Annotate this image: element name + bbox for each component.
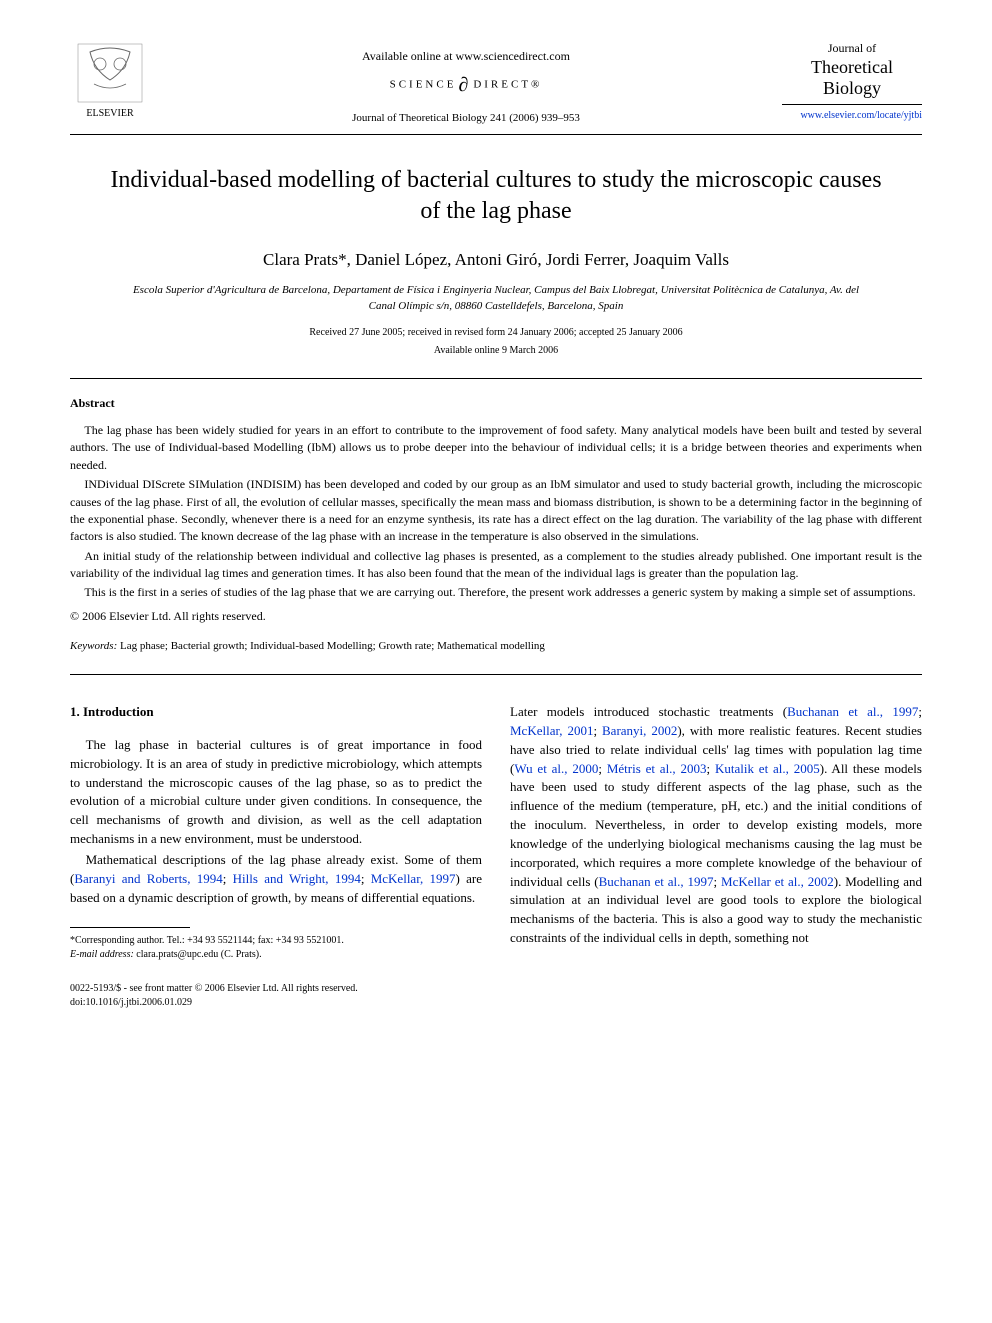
citation-link[interactable]: Buchanan et al., 1997: [787, 704, 918, 719]
email-address: clara.prats@upc.edu (C. Prats).: [134, 949, 262, 960]
citation-link[interactable]: Kutalik et al., 2005: [715, 761, 820, 776]
footer-copyright: 0022-5193/$ - see front matter © 2006 El…: [70, 982, 922, 996]
journal-name-line1: Theoretical: [782, 57, 922, 79]
citation-link[interactable]: Métris et al., 2003: [607, 761, 707, 776]
footnote-rule: [70, 927, 190, 928]
online-date: Available online 9 March 2006: [70, 344, 922, 358]
page-header: ELSEVIER Available online at www.science…: [70, 40, 922, 126]
abstract-heading: Abstract: [70, 395, 922, 412]
abstract-p1: The lag phase has been widely studied fo…: [70, 422, 922, 474]
body-columns: 1. Introduction The lag phase in bacteri…: [70, 703, 922, 962]
abstract-p2: INDividual DIScrete SIMulation (INDISIM)…: [70, 476, 922, 546]
citation-link[interactable]: Buchanan et al., 1997: [599, 874, 714, 889]
article-title: Individual-based modelling of bacterial …: [110, 165, 882, 227]
corresponding-author-note: *Corresponding author. Tel.: +34 93 5521…: [70, 934, 482, 948]
column-left: 1. Introduction The lag phase in bacteri…: [70, 703, 482, 962]
citation-link[interactable]: Wu et al., 2000: [514, 761, 598, 776]
page-footer: 0022-5193/$ - see front matter © 2006 El…: [70, 982, 922, 1010]
citation-link[interactable]: Baranyi, 2002: [602, 723, 677, 738]
citation-link[interactable]: McKellar et al., 2002: [721, 874, 834, 889]
keywords-line: Keywords: Lag phase; Bacterial growth; I…: [70, 639, 922, 654]
journal-title-box: Journal of Theoretical Biology www.elsev…: [782, 40, 922, 123]
sd-swirl-icon: ∂: [458, 71, 471, 99]
intro-heading: 1. Introduction: [70, 703, 482, 722]
intro-p2-cont: Later models introduced stochastic treat…: [510, 703, 922, 948]
affiliation: Escola Superior d'Agricultura de Barcelo…: [130, 283, 862, 314]
journal-reference: Journal of Theoretical Biology 241 (2006…: [150, 111, 782, 126]
header-divider: [70, 134, 922, 135]
elsevier-logo: ELSEVIER: [70, 40, 150, 125]
keywords-text: Lag phase; Bacterial growth; Individual-…: [117, 640, 545, 652]
citation-link[interactable]: Hills and Wright, 1994: [233, 871, 361, 886]
column-right: Later models introduced stochastic treat…: [510, 703, 922, 962]
intro-p1: The lag phase in bacterial cultures is o…: [70, 736, 482, 849]
footer-doi: doi:10.1016/j.jtbi.2006.01.029: [70, 996, 922, 1010]
received-dates: Received 27 June 2005; received in revis…: [70, 326, 922, 340]
svg-text:ELSEVIER: ELSEVIER: [86, 108, 134, 119]
abstract-top-rule: [70, 378, 922, 379]
citation-link[interactable]: McKellar, 2001: [510, 723, 593, 738]
abstract-copyright: © 2006 Elsevier Ltd. All rights reserved…: [70, 608, 922, 625]
header-center: Available online at www.sciencedirect.co…: [150, 40, 782, 126]
journal-homepage-link[interactable]: www.elsevier.com/locate/yjtbi: [782, 109, 922, 123]
email-line: E-mail address: clara.prats@upc.edu (C. …: [70, 948, 482, 962]
journal-name-line2: Biology: [782, 78, 922, 100]
abstract-bottom-rule: [70, 674, 922, 675]
science-direct-logo: SCIENCE∂DIRECT®: [150, 71, 782, 99]
email-label: E-mail address:: [70, 949, 134, 960]
available-online-text: Available online at www.sciencedirect.co…: [150, 48, 782, 65]
citation-link[interactable]: Baranyi and Roberts, 1994: [74, 871, 222, 886]
keywords-label: Keywords:: [70, 640, 117, 652]
abstract-p3: An initial study of the relationship bet…: [70, 548, 922, 583]
citation-link[interactable]: McKellar, 1997: [371, 871, 456, 886]
abstract-p4: This is the first in a series of studies…: [70, 584, 922, 601]
intro-p2: Mathematical descriptions of the lag pha…: [70, 851, 482, 908]
author-list: Clara Prats*, Daniel López, Antoni Giró,…: [70, 248, 922, 272]
journal-of-label: Journal of: [782, 40, 922, 57]
